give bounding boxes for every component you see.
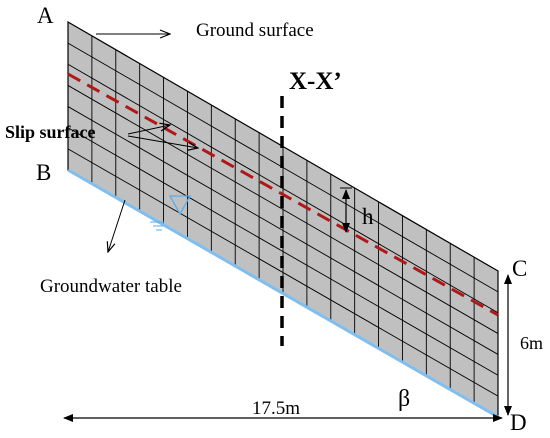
water-level-triangle-icon [150,195,192,231]
beta-label: β [398,386,410,412]
grid-slope-line [67,106,499,355]
grid-slope-line [67,148,499,397]
h-label: h [362,204,374,229]
slip-surface-leader-2 [127,135,198,148]
slip-surface-line [67,72,499,317]
section-label: X-X’ [289,68,342,95]
slip-surface-label: Slip surface [5,122,96,142]
height-label: 6m [520,333,543,353]
slope-grid [67,35,499,404]
slip-surface-leader-1 [127,125,170,135]
groundwater-table-line [67,168,499,419]
grid-slope-line [67,85,499,334]
point-c-label: C [512,256,527,281]
groundwater-table-label: Groundwater table [40,276,182,297]
grid-slope-line [67,63,499,314]
point-d-label: D [510,410,527,435]
point-b-label: B [36,160,51,185]
length-label: 17.5m [252,398,300,419]
point-a-label: A [37,3,54,28]
grid-slope-line [67,127,499,376]
groundwater-leader [108,199,126,252]
ground-surface-label: Ground surface [196,20,314,41]
